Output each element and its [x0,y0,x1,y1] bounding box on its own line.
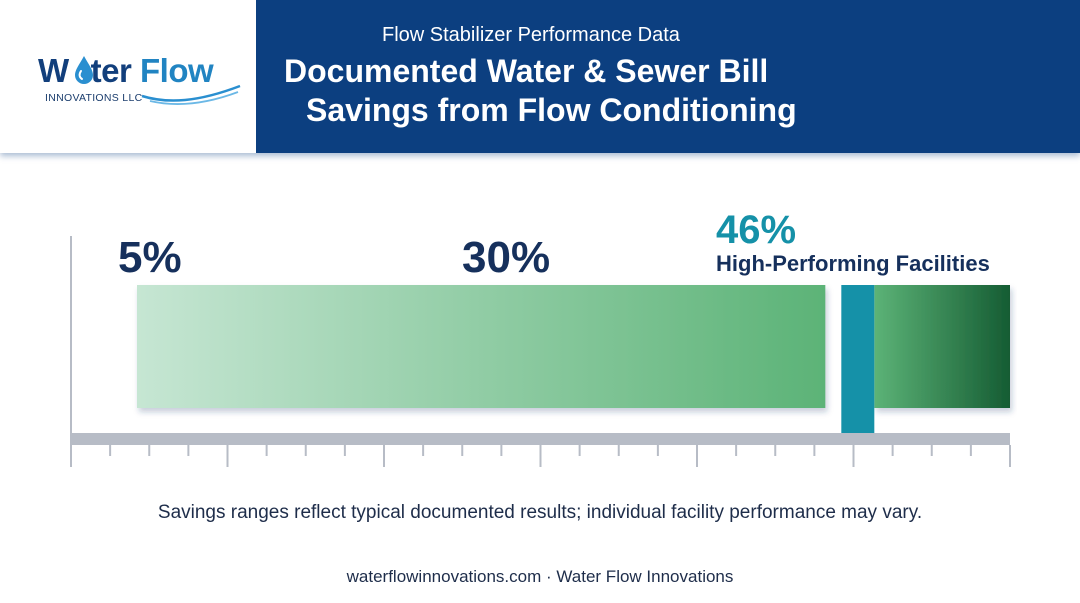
logo-tagline: INNOVATIONS LLC [45,92,143,104]
value-label-min: 5% [118,233,182,282]
x-axis-ticks [70,445,1011,467]
range-bar-typical [137,285,826,408]
value-label-typical-max: 30% [462,233,550,282]
range-bar-high [874,285,1010,408]
value-label-high: 46% [716,208,796,252]
logo-name-ter: ter [90,52,132,89]
high-performer-marker [841,285,875,433]
logo-name-w: W [38,52,69,89]
header-subtitle: Flow Stabilizer Performance Data [382,24,680,46]
disclaimer-note: Savings ranges reflect typical documente… [157,502,923,523]
x-axis-bar [71,433,1010,445]
wave-icon [141,84,241,105]
logo-name-flow: Flow [140,52,214,89]
water-drop-icon [75,56,93,84]
annotation-high-performing: High-Performing Facilities [716,251,990,276]
header-title-line1: Documented Water & Sewer Bill [284,53,769,89]
footer-credit: waterflowinnovations.com · Water Flow In… [346,567,734,586]
header-title-line2: Savings from Flow Conditioning [306,92,797,128]
